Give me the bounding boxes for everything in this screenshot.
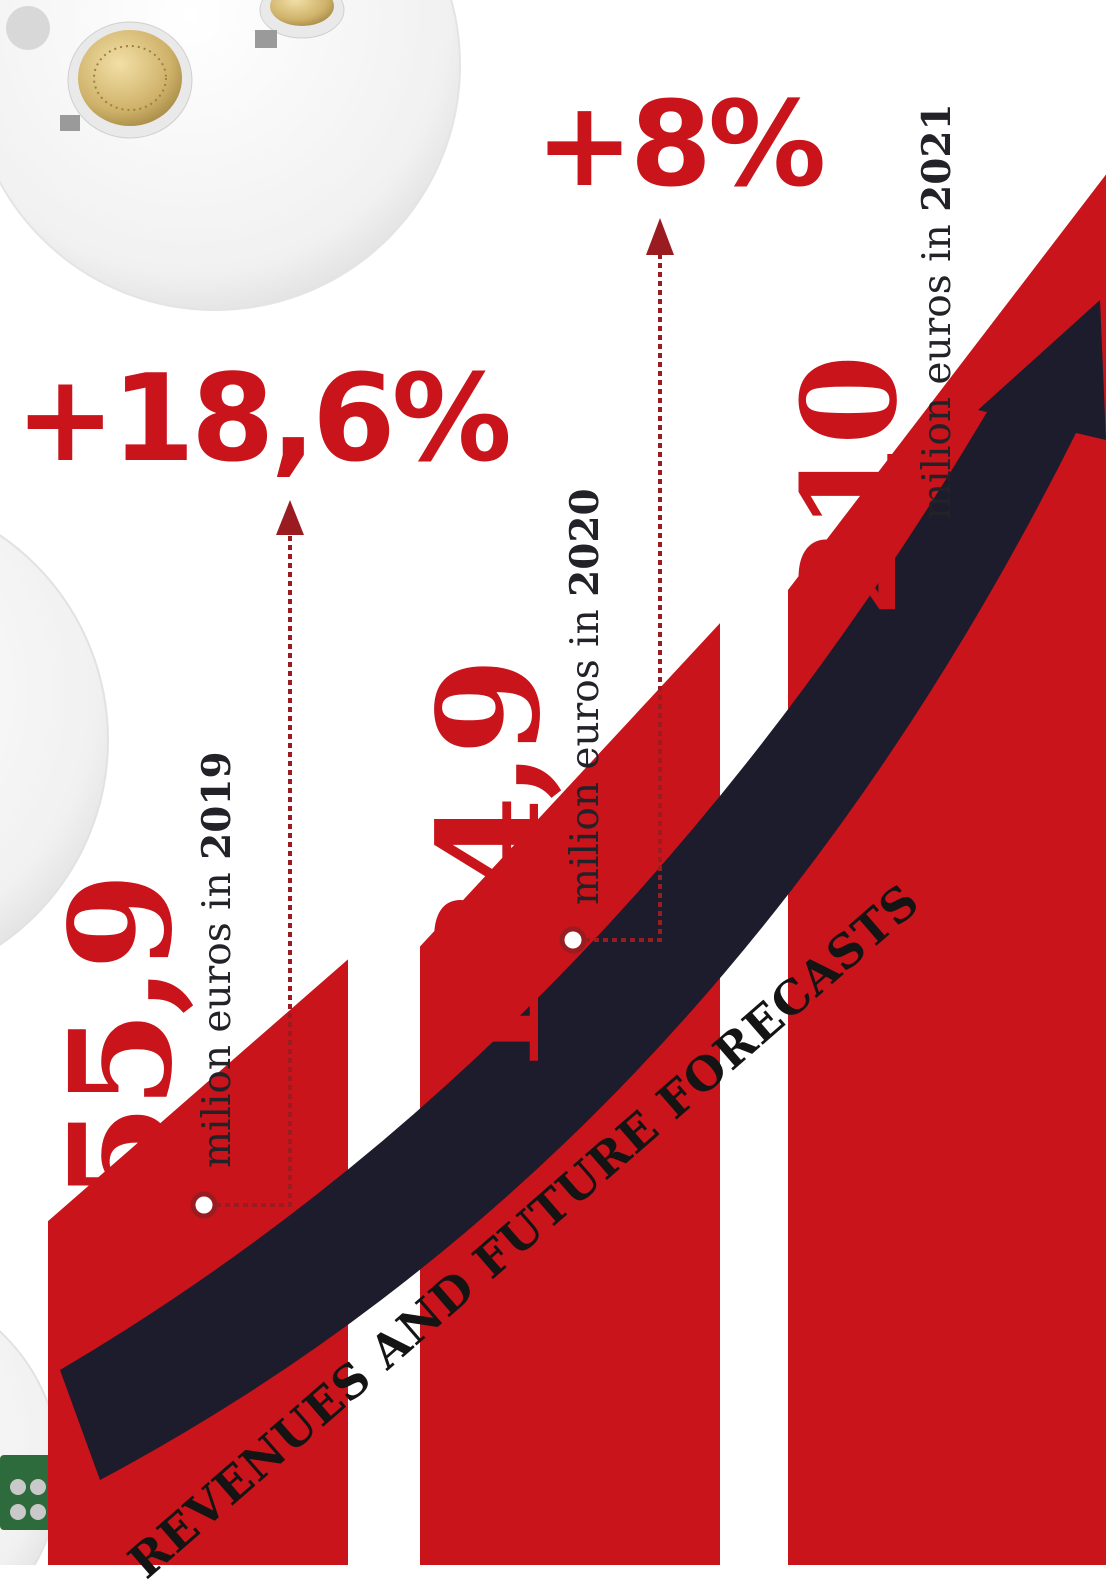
unit-label-2020: milion euros in 2020 xyxy=(562,488,608,905)
trend-arrow xyxy=(60,300,1106,1480)
value-label-2019: 155,9 xyxy=(40,876,204,1295)
unit-label-2021: milion euros in 2021 xyxy=(914,103,960,520)
year-text: 2021 xyxy=(914,103,960,212)
unit-text: milion euros in xyxy=(195,872,240,1168)
product-photo-middle xyxy=(0,534,109,946)
year-text: 2020 xyxy=(562,488,608,597)
growth-connector-2020 xyxy=(559,218,674,954)
value-label-2020: 184,9 xyxy=(408,661,572,1080)
year-text: 2019 xyxy=(194,751,240,860)
value-label-2021: 210 xyxy=(773,358,926,618)
growth-label-2020: +18,6% xyxy=(15,350,512,489)
growth-label-2021: +8% xyxy=(535,75,826,213)
growth-connector-2019 xyxy=(190,500,304,1219)
unit-text: milion euros in xyxy=(915,224,960,520)
unit-text: milion euros in xyxy=(563,609,608,905)
unit-label-2019: milion euros in 2019 xyxy=(194,751,240,1168)
product-photo-top xyxy=(0,0,461,311)
